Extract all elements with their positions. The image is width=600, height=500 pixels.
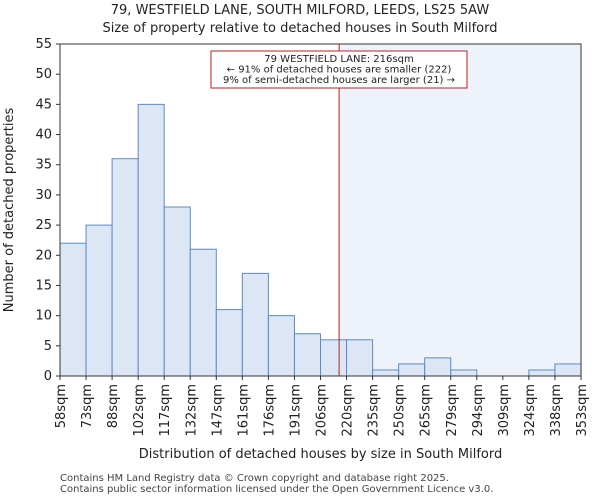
- y-axis-label: Number of detached properties: [2, 108, 17, 313]
- x-tick-label: 117sqm: [158, 384, 173, 437]
- x-tick-label: 294sqm: [471, 384, 486, 437]
- y-tick-label: 50: [35, 67, 52, 82]
- x-tick-label: 338sqm: [549, 384, 564, 437]
- x-tick-label: 102sqm: [132, 384, 147, 437]
- y-tick-label: 20: [35, 248, 52, 263]
- x-axis-label: Distribution of detached houses by size …: [139, 447, 502, 462]
- annotation-line-2: ← 91% of detached houses are smaller (22…: [227, 65, 452, 76]
- y-tick-label: 40: [35, 128, 52, 143]
- chart-title: 79, WESTFIELD LANE, SOUTH MILFORD, LEEDS…: [110, 3, 490, 18]
- x-tick-label: 191sqm: [288, 384, 303, 437]
- x-tick-label: 309sqm: [497, 384, 512, 437]
- x-tick-label: 206sqm: [315, 384, 330, 437]
- histogram-bar: [267, 315, 295, 377]
- footer-copyright: Contains HM Land Registry data © Crown c…: [60, 473, 449, 484]
- x-tick-label: 147sqm: [210, 384, 225, 437]
- histogram-bar: [450, 369, 478, 377]
- histogram-bar: [293, 333, 322, 377]
- histogram-bar: [528, 369, 556, 377]
- y-tick-label: 0: [44, 369, 52, 384]
- footer-licence: Contains public sector information licen…: [60, 484, 494, 495]
- x-tick-label: 132sqm: [184, 384, 199, 437]
- x-tick-label: 279sqm: [445, 384, 460, 437]
- y-tick-label: 25: [35, 218, 52, 233]
- histogram-bar: [189, 248, 217, 377]
- histogram-bar: [137, 103, 165, 377]
- histogram-bar: [59, 242, 87, 377]
- histogram-bar: [241, 272, 269, 377]
- x-tick-label: 220sqm: [341, 384, 356, 437]
- histogram-bar: [424, 357, 452, 377]
- x-tick-label: 58sqm: [54, 384, 69, 428]
- x-tick-label: 265sqm: [419, 384, 434, 437]
- histogram-bar: [163, 206, 191, 377]
- histogram-bar: [398, 363, 426, 377]
- histogram-bar: [320, 339, 348, 377]
- x-tick-label: 353sqm: [575, 384, 590, 437]
- x-tick-label: 161sqm: [236, 384, 251, 437]
- annotation-line-1: 79 WESTFIELD LANE: 216sqm: [264, 54, 413, 65]
- histogram-bar: [554, 363, 582, 377]
- histogram-bar: [215, 309, 243, 377]
- chart-subtitle: Size of property relative to detached ho…: [102, 21, 498, 36]
- y-tick-label: 55: [35, 37, 52, 52]
- histogram-bar: [111, 158, 139, 377]
- larger-region-shade: [339, 44, 581, 376]
- x-tick-label: 88sqm: [106, 384, 121, 428]
- x-tick-label: 324sqm: [523, 384, 538, 437]
- annotation-box: [210, 50, 468, 89]
- x-tick-label: 176sqm: [262, 384, 277, 437]
- y-tick-label: 45: [35, 97, 52, 112]
- y-tick-label: 15: [35, 278, 52, 293]
- y-tick-label: 30: [35, 188, 52, 203]
- histogram-bar: [346, 339, 374, 377]
- y-tick-label: 5: [44, 339, 52, 354]
- annotation-line-3: 9% of semi-detached houses are larger (2…: [223, 75, 455, 86]
- histogram-bar: [85, 224, 113, 377]
- y-tick-label: 10: [35, 309, 52, 324]
- histogram-bar: [372, 369, 400, 377]
- y-tick-label: 35: [35, 158, 52, 173]
- x-tick-label: 73sqm: [80, 384, 95, 428]
- x-tick-label: 235sqm: [367, 384, 382, 437]
- x-tick-label: 250sqm: [393, 384, 408, 437]
